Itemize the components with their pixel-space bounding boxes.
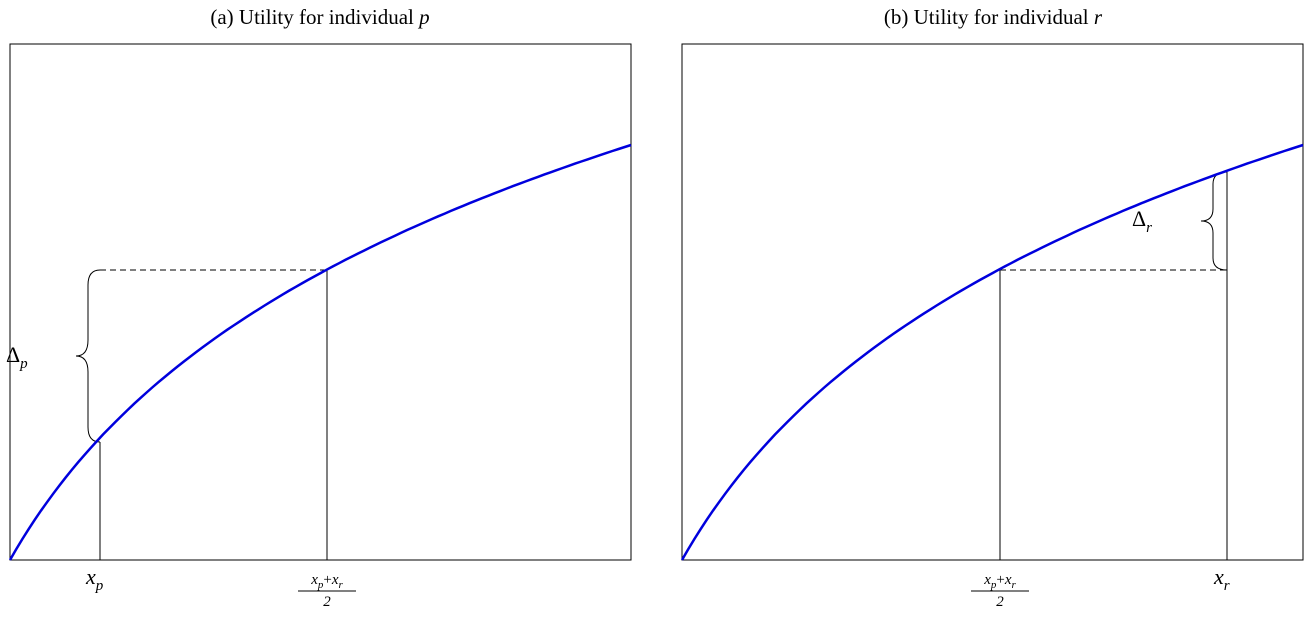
utility-curve xyxy=(680,143,1304,561)
fraction-numerator: xp+xr xyxy=(983,572,1016,591)
panel-title: (a) Utility for individual p xyxy=(210,5,429,29)
fraction-numerator: xp+xr xyxy=(310,572,343,591)
frame xyxy=(9,43,632,561)
delta-sub: r xyxy=(1146,220,1152,236)
x-sub: r xyxy=(1012,579,1017,591)
delta-label: Δp xyxy=(6,342,28,372)
x-sub: p xyxy=(317,579,324,591)
x-base: x xyxy=(983,572,991,588)
title-text: (b) Utility for individual xyxy=(884,5,1094,29)
brace xyxy=(75,269,101,443)
x-sub: p xyxy=(990,579,997,591)
panel-b: (b) Utility for individual r Δr xp+xr 2 … xyxy=(680,5,1304,610)
panel-a: (a) Utility for individual p Δp xp xp+xr… xyxy=(6,5,632,610)
x-base: x xyxy=(85,564,96,589)
utility-curve xyxy=(8,143,632,561)
title-text: (a) Utility for individual xyxy=(210,5,419,29)
x-base: x xyxy=(1004,572,1012,588)
x-base: x xyxy=(310,572,318,588)
fraction-denominator: 2 xyxy=(323,594,331,610)
plus: + xyxy=(323,572,331,588)
x-base: x xyxy=(1213,564,1224,589)
delta-symbol: Δ xyxy=(1132,206,1146,231)
delta-symbol: Δ xyxy=(6,342,20,367)
brace xyxy=(1200,171,1228,271)
x-sub: r xyxy=(339,579,344,591)
frame xyxy=(681,43,1304,561)
delta-sub: p xyxy=(19,356,28,372)
x-base: x xyxy=(331,572,339,588)
delta-label: Δr xyxy=(1132,206,1152,236)
x-sub: p xyxy=(95,578,104,594)
x-label: xr xyxy=(1213,564,1230,594)
plus: + xyxy=(996,572,1004,588)
fraction-denominator: 2 xyxy=(996,594,1004,610)
x-label: xp xyxy=(85,564,104,594)
title-var: p xyxy=(417,5,430,29)
title-var: r xyxy=(1094,5,1103,29)
panel-title: (b) Utility for individual r xyxy=(884,5,1103,29)
x-sub: r xyxy=(1224,578,1230,594)
